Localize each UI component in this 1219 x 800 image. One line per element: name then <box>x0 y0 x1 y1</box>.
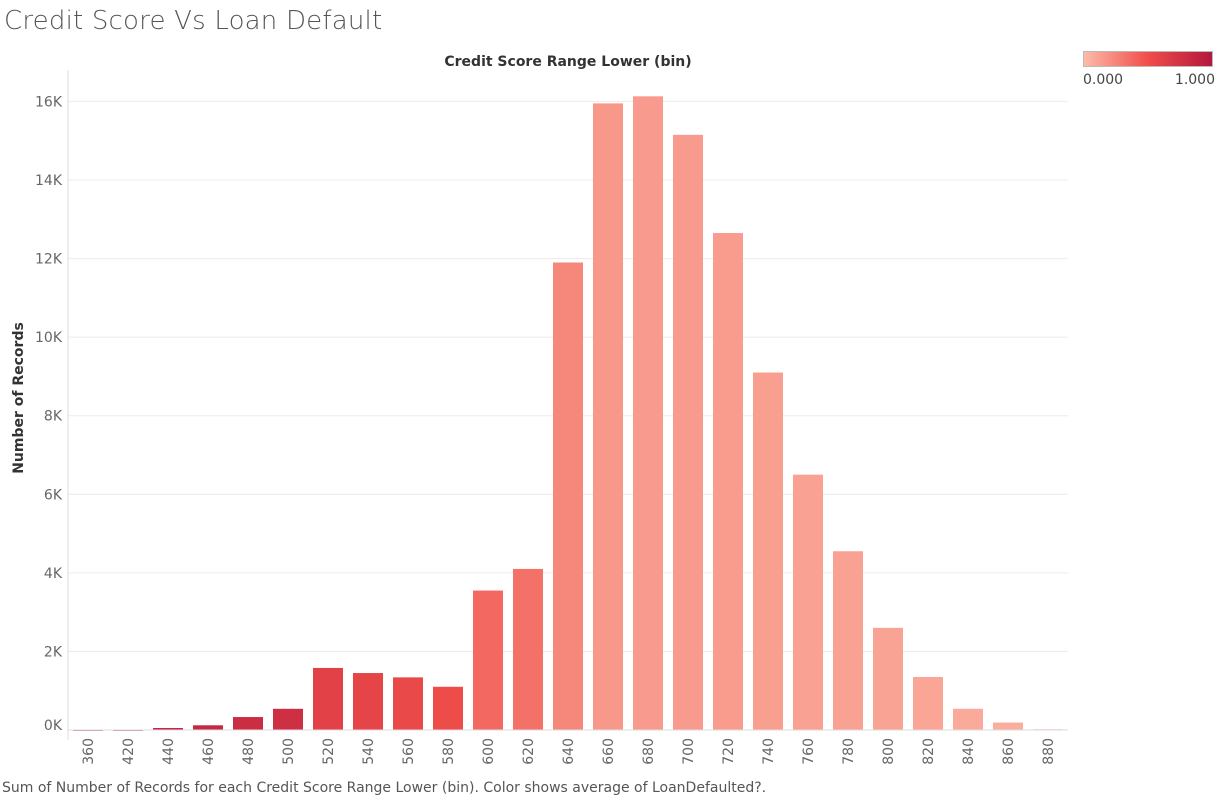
x-tick-label: 600 <box>481 738 497 765</box>
x-tick-label: 580 <box>441 738 457 765</box>
x-tick-label: 620 <box>521 738 537 765</box>
color-legend: 0.000 1.000 <box>1083 50 1215 90</box>
x-tick-label: 540 <box>361 738 377 765</box>
bar-580[interactable] <box>433 686 463 730</box>
y-tick-label: 4K <box>44 566 63 582</box>
y-tick-label: 16K <box>35 94 63 110</box>
bar-800[interactable] <box>873 627 903 730</box>
x-tick-label: 500 <box>281 738 297 765</box>
page-title: Credit Score Vs Loan Default <box>4 6 383 36</box>
bar-640[interactable] <box>553 262 583 731</box>
y-tick-label: 0K <box>44 718 63 734</box>
color-legend-max-label: 1.000 <box>1174 72 1215 88</box>
bar-680[interactable] <box>633 96 663 731</box>
y-tick-label: 14K <box>35 173 63 189</box>
x-tick-label: 700 <box>681 738 697 765</box>
y-tick-label: 12K <box>35 252 63 268</box>
bar-440[interactable] <box>153 728 183 730</box>
x-tick-label: 640 <box>561 738 577 765</box>
bar-520[interactable] <box>313 667 343 730</box>
y-tick-label: 10K <box>35 330 63 346</box>
bar-760[interactable] <box>793 474 823 730</box>
bar-620[interactable] <box>513 568 543 730</box>
bar-700[interactable] <box>673 134 703 731</box>
x-tick-label: 560 <box>401 738 417 765</box>
bar-660[interactable] <box>593 103 623 731</box>
color-legend-gradient <box>1083 51 1213 67</box>
bar-480[interactable] <box>233 717 263 730</box>
y-tick-label: 2K <box>44 644 63 660</box>
x-tick-label: 480 <box>241 738 257 765</box>
bar-840[interactable] <box>953 708 983 730</box>
x-tick-label: 660 <box>601 738 617 765</box>
bar-500[interactable] <box>273 708 303 730</box>
x-tick-label: 880 <box>1041 738 1057 765</box>
x-tick-label: 440 <box>161 738 177 765</box>
x-tick-label: 520 <box>321 738 337 765</box>
bar-740[interactable] <box>753 372 783 731</box>
bar-860[interactable] <box>993 722 1023 730</box>
bar-540[interactable] <box>353 673 383 730</box>
bar-600[interactable] <box>473 590 503 730</box>
bar-560[interactable] <box>393 677 423 730</box>
bar-720[interactable] <box>713 233 743 731</box>
x-tick-label: 360 <box>81 738 97 765</box>
x-tick-label: 460 <box>201 738 217 765</box>
chart-caption: Sum of Number of Records for each Credit… <box>2 780 767 796</box>
y-axis-label: Number of Records <box>11 322 27 474</box>
x-tick-label: 420 <box>121 738 137 765</box>
y-tick-label: 8K <box>44 409 63 425</box>
x-tick-label: 780 <box>841 738 857 765</box>
color-legend-min-label: 0.000 <box>1083 72 1124 88</box>
y-axis-ticks: 0K 2K 4K 6K 8K 10K 12K 14K 16K <box>35 94 63 734</box>
x-tick-label: 860 <box>1001 738 1017 765</box>
bar-460[interactable] <box>193 725 223 730</box>
x-tick-label: 680 <box>641 738 657 765</box>
y-tick-label: 6K <box>44 487 63 503</box>
x-tick-label: 760 <box>801 738 817 765</box>
bar-780[interactable] <box>833 551 863 730</box>
x-axis-ticks: 360 420 440 460 480 500 520 540 560 580 600 620 640 6… <box>81 738 1057 765</box>
bar-chart: Credit Score Range Lower (bin) Number of… <box>11 54 1068 765</box>
x-tick-label: 800 <box>881 738 897 765</box>
bars <box>73 96 1063 731</box>
chart-title: Credit Score Range Lower (bin) <box>444 54 691 70</box>
x-tick-label: 720 <box>721 738 737 765</box>
bar-820[interactable] <box>913 676 943 730</box>
x-tick-label: 840 <box>961 738 977 765</box>
x-tick-label: 740 <box>761 738 777 765</box>
x-tick-label: 820 <box>921 738 937 765</box>
